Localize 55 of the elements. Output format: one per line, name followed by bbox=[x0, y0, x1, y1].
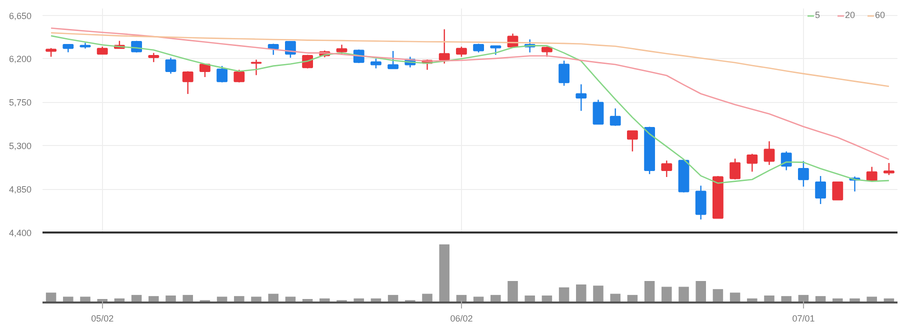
candlestick bbox=[370, 58, 382, 69]
legend-label: 60 bbox=[875, 10, 886, 20]
bar bbox=[593, 286, 604, 302]
bar bbox=[576, 284, 586, 302]
y-tick-label: 4,850 bbox=[8, 184, 32, 195]
y-tick-label: 4,400 bbox=[8, 228, 32, 238]
candlestick bbox=[832, 182, 844, 200]
y-tick-label: 5,300 bbox=[8, 141, 32, 152]
y-tick-label: 6,650 bbox=[8, 10, 32, 21]
candlestick bbox=[216, 65, 228, 83]
legend-label: 20 bbox=[845, 10, 856, 20]
candlestick bbox=[148, 52, 160, 63]
candlestick bbox=[746, 153, 758, 172]
y-tick-label: 6,200 bbox=[8, 54, 32, 64]
line-series bbox=[50, 32, 890, 88]
candlestick bbox=[576, 84, 587, 112]
x-tick-label: 05/02 bbox=[91, 314, 114, 324]
candlestick bbox=[456, 46, 467, 58]
candlestick bbox=[438, 28, 450, 64]
bar bbox=[558, 287, 570, 302]
bar bbox=[662, 286, 672, 302]
x-tick-label: 07/01 bbox=[792, 314, 815, 324]
line-series bbox=[50, 27, 890, 160]
candlestick bbox=[764, 140, 775, 166]
candlestick bbox=[541, 46, 552, 58]
candlestick bbox=[199, 62, 210, 78]
candlestick bbox=[388, 50, 399, 70]
bar bbox=[508, 280, 518, 302]
y-tick-label: 5,750 bbox=[8, 98, 32, 108]
line-series bbox=[50, 35, 890, 184]
x-tick-label: 06/02 bbox=[450, 314, 473, 324]
bar bbox=[439, 244, 450, 302]
candlestick bbox=[695, 185, 706, 220]
candlestick bbox=[182, 70, 194, 95]
bar bbox=[712, 289, 724, 302]
candlestick bbox=[661, 160, 672, 178]
candlestick bbox=[268, 43, 279, 56]
candlestick bbox=[284, 40, 296, 58]
bar bbox=[678, 286, 689, 302]
candlestick bbox=[234, 69, 245, 83]
candlestick bbox=[866, 166, 878, 182]
candlestick bbox=[336, 44, 348, 56]
candlestick bbox=[626, 130, 638, 152]
candlestick bbox=[558, 60, 570, 86]
candlestick bbox=[815, 175, 826, 205]
candlestick bbox=[610, 108, 621, 126]
bar bbox=[696, 280, 706, 302]
candlestick bbox=[798, 160, 809, 188]
candlestick bbox=[165, 57, 176, 74]
candlestick bbox=[250, 59, 262, 76]
candlestick bbox=[730, 158, 741, 180]
candlestick bbox=[592, 99, 604, 125]
bar bbox=[644, 280, 655, 302]
candlestick bbox=[883, 162, 894, 176]
legend-label: 5 bbox=[815, 10, 822, 20]
